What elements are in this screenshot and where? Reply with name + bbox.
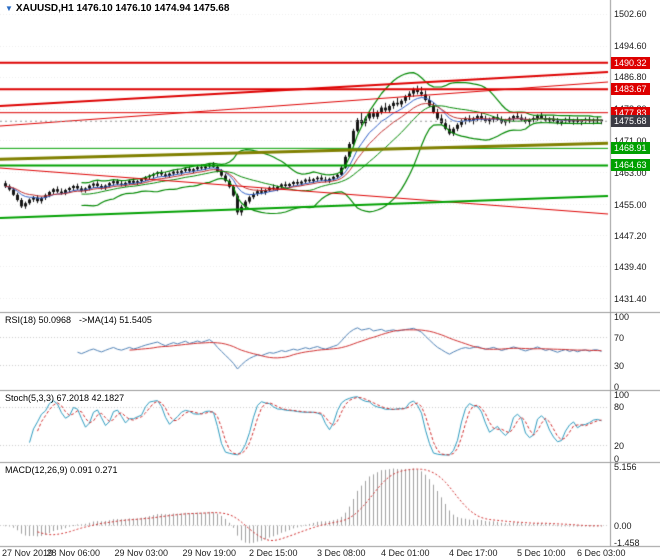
price-tick-label: 1447.20 bbox=[614, 230, 647, 241]
rsi-tick-label: 70 bbox=[614, 332, 625, 343]
time-tick-label: 6 Dec 03:00 bbox=[577, 548, 626, 558]
time-tick-label: 4 Dec 17:00 bbox=[449, 548, 498, 558]
stoch-tick-label: 20 bbox=[614, 440, 625, 451]
time-tick-label: 3 Dec 08:00 bbox=[317, 548, 366, 558]
price-tick-label: 1431.40 bbox=[614, 293, 647, 304]
price-tick-label: 1494.60 bbox=[614, 41, 647, 52]
rsi-tick-label: 0 bbox=[614, 381, 620, 392]
time-tick-label: 29 Nov 03:00 bbox=[114, 548, 169, 558]
stoch-tick-label: 100 bbox=[614, 389, 630, 400]
macd-tick-label: 5.156 bbox=[614, 461, 637, 472]
time-tick-label: 5 Dec 10:00 bbox=[517, 548, 566, 558]
quote-ohlc: 1476.10 1476.10 1474.94 1475.68 bbox=[76, 3, 230, 14]
price-tick-label: 1502.60 bbox=[614, 9, 647, 20]
price-level-badge: 1490.32 bbox=[611, 56, 650, 69]
price-tick-label: 1463.00 bbox=[614, 167, 647, 178]
price-level-badge: 1475.68 bbox=[611, 115, 650, 128]
price-tick-label: 1455.00 bbox=[614, 199, 647, 210]
rsi-label-main: RSI(18) 50.0968 bbox=[5, 315, 72, 325]
symbol-marker-icon: ▼ bbox=[5, 4, 13, 13]
macd-label: MACD(12,26,9) 0.091 0.271 bbox=[5, 465, 118, 475]
rsi-label: RSI(18) 50.0968 ->MA(14) 51.5405 bbox=[5, 315, 152, 325]
time-tick-label: 4 Dec 01:00 bbox=[381, 548, 430, 558]
chart-header: ▼ XAUUSD,H1 1476.10 1476.10 1474.94 1475.… bbox=[5, 3, 229, 14]
macd-label-main: MACD(12,26,9) 0.091 0.271 bbox=[5, 465, 118, 475]
time-tick-label: 2 Dec 15:00 bbox=[249, 548, 298, 558]
rsi-label-ma: ->MA(14) 51.5405 bbox=[79, 315, 152, 325]
stoch-tick-label: 0 bbox=[614, 453, 620, 464]
stoch-label: Stoch(5,3,3) 67.2018 42.1827 bbox=[5, 393, 124, 403]
stoch-label-main: Stoch(5,3,3) 67.2018 42.1827 bbox=[5, 393, 125, 403]
rsi-tick-label: 30 bbox=[614, 360, 625, 371]
price-level-badge: 1483.67 bbox=[611, 83, 650, 96]
time-tick-label: 28 Nov 06:00 bbox=[46, 548, 101, 558]
price-level-badge: 1468.91 bbox=[611, 142, 650, 155]
stoch-tick-label: 80 bbox=[614, 402, 625, 413]
macd-tick-label: -1.458 bbox=[614, 537, 640, 548]
price-tick-label: 1471.00 bbox=[614, 135, 647, 146]
price-level-badge: 1464.63 bbox=[611, 159, 650, 172]
rsi-tick-label: 100 bbox=[614, 311, 630, 322]
time-tick-label: 27 Nov 2019 bbox=[2, 548, 54, 558]
time-tick-label: 29 Nov 19:00 bbox=[182, 548, 237, 558]
symbol-title: XAUUSD,H1 bbox=[15, 3, 74, 14]
macd-tick-label: 0.00 bbox=[614, 520, 632, 531]
price-tick-label: 1439.40 bbox=[614, 261, 647, 272]
price-tick-label: 1486.80 bbox=[614, 72, 647, 83]
